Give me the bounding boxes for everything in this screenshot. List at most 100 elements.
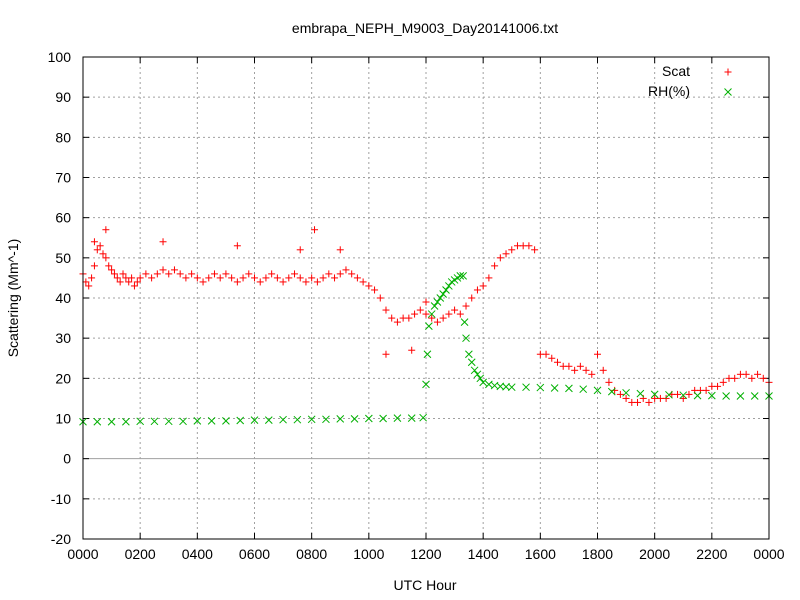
data-point (128, 274, 136, 282)
marker-stroke (593, 386, 602, 395)
data-point (342, 266, 350, 274)
data-point (105, 262, 113, 270)
data-point (96, 242, 104, 250)
legend: Scat RH(%) (648, 63, 732, 99)
marker-stroke (439, 290, 448, 298)
data-point (679, 391, 688, 400)
data-point (485, 274, 493, 282)
data-point (239, 274, 247, 282)
data-point (85, 282, 93, 290)
marker-stroke (422, 380, 430, 389)
grid (83, 57, 769, 539)
marker-stroke (425, 322, 433, 330)
marker-stroke (279, 415, 287, 424)
data-point (393, 318, 401, 326)
marker-stroke (336, 415, 345, 423)
marker-stroke (473, 370, 482, 379)
y-tick-label: 10 (55, 411, 71, 427)
data-point (722, 392, 730, 400)
marker-stroke (470, 366, 479, 375)
data-point (311, 226, 319, 234)
marker-stroke (722, 392, 730, 400)
data-point (136, 274, 144, 282)
legend-marker-rh (724, 88, 732, 96)
y-tick-label: 100 (48, 49, 72, 65)
marker-stroke (565, 384, 573, 393)
data-point (582, 366, 590, 374)
data-point (307, 415, 316, 424)
data-point (188, 270, 196, 278)
marker-stroke (179, 417, 187, 426)
x-tick-label: 0200 (125, 546, 156, 562)
data-point (445, 310, 453, 318)
data-point (291, 270, 299, 278)
y-tick-label: 60 (55, 210, 71, 226)
data-point (331, 274, 339, 282)
data-point (193, 417, 202, 425)
y-tick-label: -10 (51, 491, 71, 507)
data-point (236, 416, 245, 425)
data-point (170, 266, 178, 274)
data-point (674, 390, 682, 398)
marker-stroke (507, 383, 516, 392)
data-point (467, 358, 476, 367)
plot-frame (82, 56, 770, 540)
marker-stroke (293, 415, 302, 424)
marker-stroke (445, 282, 453, 290)
marker-stroke (476, 374, 485, 383)
data-point (685, 390, 693, 398)
data-point (456, 272, 465, 280)
data-point (182, 274, 190, 282)
data-point (491, 262, 499, 270)
data-point (707, 391, 716, 400)
x-tick-label: 2200 (696, 546, 727, 562)
data-point (439, 314, 447, 322)
data-point (379, 414, 387, 423)
marker-stroke (522, 383, 530, 392)
data-point (433, 318, 441, 326)
data-point (199, 278, 207, 286)
data-point (422, 310, 430, 318)
data-point (679, 394, 687, 402)
legend-marker-scat (724, 68, 732, 76)
data-point (382, 350, 390, 358)
data-point (279, 278, 287, 286)
data-point (565, 362, 573, 370)
data-point (102, 254, 110, 262)
marker-stroke (607, 387, 616, 396)
marker-stroke (442, 286, 450, 294)
marker-stroke (433, 298, 442, 306)
marker-stroke (350, 415, 359, 423)
data-point (479, 282, 487, 290)
data-point (470, 366, 479, 375)
marker-stroke (427, 310, 436, 318)
data-point (693, 391, 702, 400)
data-point (665, 390, 673, 399)
data-point (468, 294, 476, 302)
data-point (427, 310, 436, 318)
series-rh (79, 272, 773, 426)
data-point (502, 250, 510, 258)
data-point (553, 358, 561, 366)
marker-stroke (207, 417, 216, 425)
data-point (336, 246, 344, 254)
data-point (465, 350, 473, 359)
y-tick-label: 90 (55, 89, 71, 105)
data-point (436, 294, 445, 302)
data-point (116, 278, 124, 286)
data-point (622, 388, 630, 397)
data-point (165, 270, 173, 278)
data-point (350, 415, 359, 423)
data-point (296, 246, 304, 254)
data-point (736, 392, 745, 400)
marker-stroke (460, 318, 469, 326)
marker-stroke (462, 334, 470, 343)
data-point (150, 417, 159, 426)
data-point (90, 262, 98, 270)
data-point (233, 278, 241, 286)
data-point (462, 302, 470, 310)
data-point (293, 415, 302, 424)
data-point (308, 274, 316, 282)
y-tick-label: 30 (55, 330, 71, 346)
